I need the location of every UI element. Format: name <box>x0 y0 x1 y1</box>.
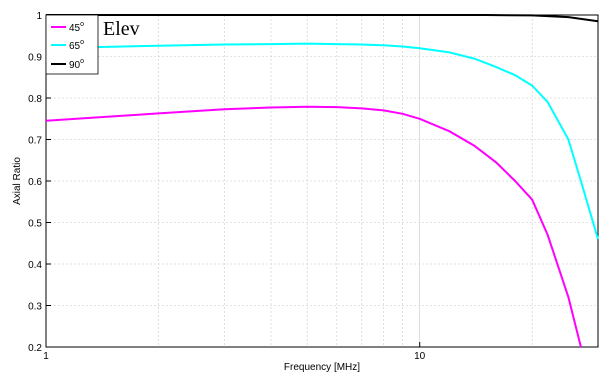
grid <box>46 15 598 347</box>
y-axis-title: Axial Ratio <box>12 157 23 205</box>
legend: 45o 65o 90o <box>45 14 99 75</box>
elevation-annotation: Elev <box>103 18 140 40</box>
y-tick-label: 0.7 <box>28 136 42 147</box>
y-tick-label: 0.8 <box>28 94 42 105</box>
y-tick-label: 0.9 <box>28 53 42 64</box>
y-tick-label: 0.5 <box>28 219 42 230</box>
x-tick-label: 10 <box>414 351 426 362</box>
x-axis-title: Frequency [MHz] <box>284 362 360 373</box>
y-tick-label: 0.6 <box>28 177 42 188</box>
axis-ticks: 0.2 0.3 0.4 0.5 0.6 0.7 0.8 0.9 1 1 10 <box>28 11 426 362</box>
y-tick-label: 0.4 <box>28 260 42 271</box>
series-lines <box>45 14 599 348</box>
legend-label-45: 45o <box>69 21 84 34</box>
series-line-65 <box>45 42 599 240</box>
x-tick-label: 1 <box>43 351 49 362</box>
series-line-90 <box>46 14 599 23</box>
y-tick-label: 0.3 <box>28 302 42 313</box>
series-line-45 <box>45 105 582 348</box>
y-tick-label: 0.2 <box>28 343 42 354</box>
legend-label-90: 90o <box>69 58 84 71</box>
legend-label-65: 65o <box>69 39 84 52</box>
y-tick-label: 1 <box>36 11 42 22</box>
